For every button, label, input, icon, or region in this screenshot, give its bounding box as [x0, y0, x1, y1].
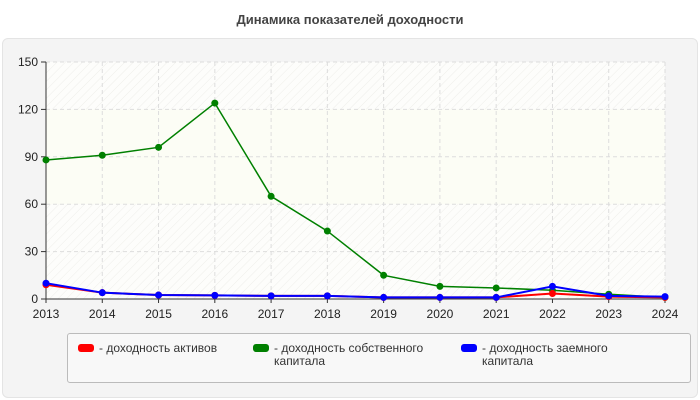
legend-label: - доходность заемного капитала: [482, 341, 608, 368]
data-point: [42, 279, 50, 287]
data-point: [211, 291, 219, 299]
legend-item-assets: - доходность активов: [78, 342, 217, 355]
data-point: [98, 151, 106, 159]
data-point: [98, 289, 106, 297]
data-point: [323, 292, 331, 300]
data-point: [436, 293, 444, 301]
y-tick-label: 150: [18, 55, 38, 69]
x-tick-label: 2014: [89, 307, 116, 321]
x-tick-label: 2024: [652, 307, 679, 321]
legend-swatch: [461, 344, 477, 352]
data-point: [211, 99, 219, 107]
series-line: [45, 101, 666, 299]
data-point: [380, 293, 388, 301]
legend: - доходность активов - доходность собств…: [67, 333, 691, 383]
data-point: [42, 156, 50, 164]
chart-title: Динамика показателей доходности: [236, 12, 464, 27]
legend-swatch: [78, 344, 94, 352]
data-point: [436, 282, 444, 290]
y-tick-label: 90: [25, 150, 39, 164]
legend-swatch: [253, 344, 269, 352]
legend-item-equity: - доходность собственного капитала: [253, 342, 443, 368]
data-point: [492, 284, 500, 292]
data-point: [492, 293, 500, 301]
legend-item-debt: - доходность заемного капитала: [461, 342, 641, 368]
legend-label: - доходность активов: [99, 341, 218, 355]
x-tick-label: 2020: [427, 307, 454, 321]
x-tick-label: 2016: [201, 307, 228, 321]
data-point: [267, 192, 275, 200]
data-point: [380, 271, 388, 279]
x-tick-label: 2018: [314, 307, 341, 321]
x-tick-label: 2015: [145, 307, 172, 321]
y-tick-label: 60: [25, 197, 39, 211]
y-tick-label: 120: [18, 102, 38, 116]
data-point: [155, 291, 163, 299]
data-point: [267, 292, 275, 300]
data-point: [548, 282, 556, 290]
x-tick-label: 2013: [33, 307, 60, 321]
legend-label: - доходность собственного капитала: [274, 341, 424, 368]
x-tick-label: 2021: [483, 307, 510, 321]
data-point: [605, 292, 613, 300]
data-point: [323, 227, 331, 235]
x-tick-label: 2022: [539, 307, 566, 321]
y-tick-label: 30: [25, 245, 39, 259]
y-tick-label: 0: [31, 292, 38, 306]
x-tick-label: 2019: [370, 307, 397, 321]
data-point: [661, 293, 669, 301]
series-line: [45, 282, 666, 299]
x-tick-label: 2017: [258, 307, 285, 321]
data-point: [548, 289, 556, 297]
x-tick-label: 2023: [595, 307, 622, 321]
data-point: [155, 143, 163, 151]
